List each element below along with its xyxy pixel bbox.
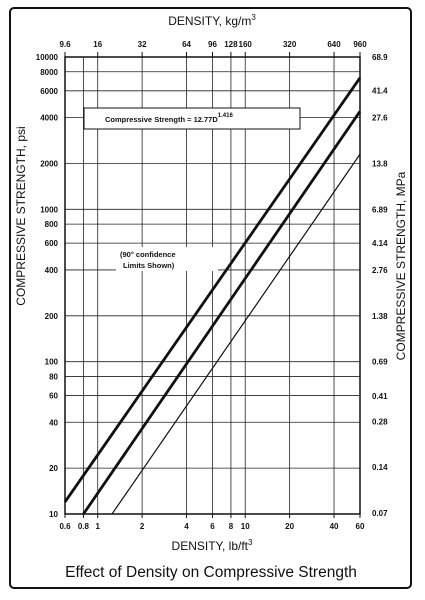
x-tick-label: 6 — [210, 522, 215, 531]
y-tick-label: 10000 — [36, 53, 59, 62]
y-tick-label: 80 — [49, 372, 58, 381]
x-tick-label: 1 — [95, 522, 100, 531]
y2-tick-label: 0.28 — [372, 417, 388, 426]
y2-tick-label: 0.41 — [372, 392, 388, 401]
y-tick-label: 60 — [49, 391, 58, 400]
y-tick-label: 600 — [45, 239, 59, 248]
x2-tick-label: 64 — [182, 40, 191, 49]
series-lines — [63, 77, 362, 515]
y-tick-label: 100 — [45, 358, 59, 367]
y-tick-label: 20 — [49, 464, 58, 473]
confidence-label-bg — [116, 247, 218, 271]
y2-tick-label: 6.89 — [372, 205, 388, 214]
confidence-annotation-line-2: Limits Shown) — [123, 261, 175, 270]
x-tick-label: 0.8 — [78, 522, 90, 531]
figure-frame — [9, 7, 412, 589]
x2-tick-label: 16 — [93, 40, 102, 49]
x-tick-label: 20 — [285, 522, 294, 531]
y2-tick-label: 0.07 — [372, 509, 388, 518]
y2-tick-label: 68.9 — [372, 53, 388, 62]
x-axis-label: DENSITY, lb/ft3 — [172, 538, 253, 553]
y-axis-label: COMPRESSIVE STRENGTH, psi — [14, 126, 28, 305]
y-tick-label: 4000 — [40, 114, 58, 123]
y2-tick-label: 41.4 — [372, 87, 388, 96]
x2-tick-label: 32 — [138, 40, 147, 49]
confidence-annotation-line-1: (90° confidence — [120, 250, 176, 259]
y2-tick-label: 0.69 — [372, 358, 388, 367]
chart-title: Effect of Density on Compressive Strengt… — [65, 564, 357, 581]
y-tick-label: 8000 — [40, 68, 58, 77]
y-tick-label: 10 — [49, 510, 58, 519]
y-tick-label: 40 — [49, 418, 58, 427]
x-tick-label: 2 — [140, 522, 145, 531]
x-tick-label: 0.6 — [59, 522, 71, 531]
x2-axis-label: DENSITY, kg/m3 — [168, 13, 256, 28]
y-tick-label: 400 — [45, 266, 59, 275]
y-tick-label: 1000 — [40, 205, 58, 214]
x2-tick-label: 9.6 — [59, 40, 71, 49]
series-line-upper-limit — [63, 77, 362, 503]
x2-tick-label: 640 — [327, 40, 341, 49]
x-tick-label: 40 — [330, 522, 339, 531]
y2-tick-label: 4.14 — [372, 239, 388, 248]
y-tick-label: 200 — [45, 312, 59, 321]
y-tick-label: 800 — [45, 220, 59, 229]
equation-box — [83, 107, 301, 130]
x-tick-label: 8 — [229, 522, 234, 531]
series-line-mean — [82, 110, 362, 515]
x-tick-label: 4 — [184, 522, 189, 531]
equation-annotation: Compressive Strength = 12.77D1.416 — [105, 113, 233, 124]
tick-labels: 0.6 0.8 1 2 4 6 8 10 20 40 60 10 20 40 60 80 100 200 400 60… — [36, 40, 388, 531]
y2-tick-label: 27.6 — [372, 114, 388, 123]
y2-tick-label: 0.14 — [372, 463, 388, 472]
y2-tick-label: 1.38 — [372, 312, 388, 321]
y2-tick-label: 2.76 — [372, 266, 388, 275]
y-tick-label: 6000 — [40, 87, 58, 96]
x-tick-label: 60 — [356, 522, 365, 531]
y2-axis-label: COMPRESSIVE STRENGTH, MPa — [394, 171, 408, 360]
x2-tick-label: 96 — [208, 40, 217, 49]
series-line-lower-limit — [111, 153, 361, 515]
y2-tick-label: 13.8 — [372, 159, 388, 168]
x-tick-label: 10 — [241, 522, 250, 531]
x2-tick-label: 320 — [283, 40, 297, 49]
x2-tick-label: 128 — [224, 40, 238, 49]
x2-tick-label: 160 — [239, 40, 253, 49]
y-tick-label: 2000 — [40, 159, 58, 168]
x2-tick-label: 960 — [353, 40, 367, 49]
